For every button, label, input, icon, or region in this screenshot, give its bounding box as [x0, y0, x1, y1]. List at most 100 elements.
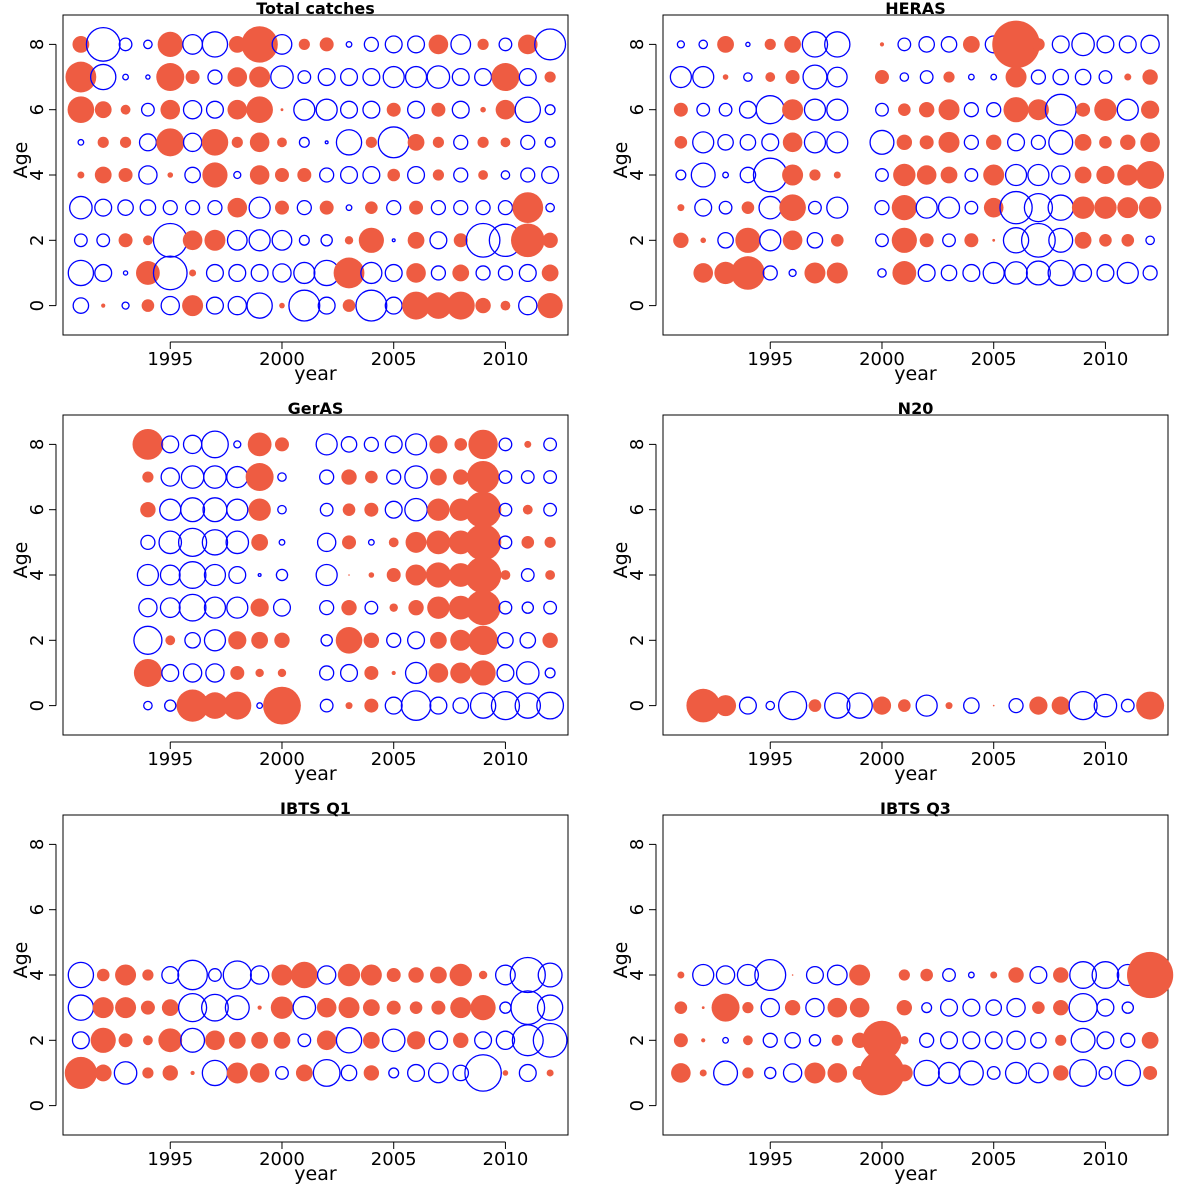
bubble-negative — [521, 601, 535, 614]
bubble-negative — [224, 995, 250, 1021]
bubble-negative — [335, 1027, 363, 1054]
bubble-negative — [919, 1032, 935, 1048]
bubble-negative — [1004, 261, 1028, 285]
bubble-positive — [407, 133, 425, 151]
bubble-positive — [986, 134, 1002, 151]
bubbles — [65, 26, 567, 322]
bubble-negative — [293, 261, 316, 285]
bubble-positive — [230, 665, 245, 680]
bubble-negative — [203, 596, 227, 619]
bubble-positive — [251, 533, 269, 551]
bubble-positive — [782, 230, 803, 251]
bubble-positive — [470, 995, 496, 1021]
bubble-negative — [498, 502, 513, 517]
bubble-positive — [201, 692, 229, 719]
bubble-positive — [204, 229, 226, 251]
bubble-negative — [745, 41, 751, 48]
bubble-positive — [432, 136, 444, 148]
panel-title: N20 — [898, 399, 934, 418]
bubble-negative — [803, 131, 827, 154]
bubble-negative — [140, 102, 155, 117]
bubble-negative — [1047, 259, 1074, 287]
bubble-positive — [895, 1064, 913, 1082]
y-tick-label: 4 — [27, 169, 48, 180]
bubble-positive — [249, 66, 271, 88]
bubble-negative — [875, 102, 889, 117]
bubble-negative — [1030, 69, 1047, 85]
bubble-positive — [391, 670, 396, 676]
bubble-positive — [429, 966, 447, 984]
bubble-positive — [388, 537, 399, 548]
bubble-negative — [543, 502, 558, 517]
bubble-negative — [518, 295, 538, 316]
bubble-negative — [429, 231, 448, 250]
bubble-positive — [156, 63, 185, 92]
bubble-negative — [498, 470, 513, 484]
bubble-negative — [788, 268, 797, 278]
bubble-negative — [754, 958, 787, 992]
bubble-negative — [453, 200, 469, 216]
x-tick-label: 1995 — [747, 749, 793, 770]
bubble-negative — [962, 263, 981, 283]
bubble-negative — [317, 296, 336, 315]
bubble-negative — [1114, 1059, 1142, 1087]
bubble-negative — [532, 1022, 568, 1058]
bubble-positive — [119, 136, 132, 148]
bubble-positive — [477, 136, 489, 148]
bubble-positive — [295, 1064, 313, 1082]
bubble-positive — [409, 200, 424, 215]
x-tick-label: 2005 — [371, 1149, 417, 1170]
bubble-negative — [69, 195, 93, 220]
bubble-positive — [919, 135, 934, 150]
bubble-positive — [368, 572, 375, 578]
bubble-negative — [939, 1031, 959, 1050]
bubble-negative — [937, 196, 961, 219]
bubble-negative — [164, 699, 177, 712]
bubble-negative — [1004, 163, 1028, 187]
bubble-negative — [762, 265, 778, 281]
bubble-negative — [382, 65, 405, 89]
bubble-positive — [544, 536, 556, 548]
bubble-negative — [453, 167, 469, 183]
x-tick-label: 2010 — [483, 349, 529, 370]
y-tick-label: 8 — [627, 839, 648, 850]
bubble-positive — [1138, 196, 1162, 219]
bubble-positive — [228, 1031, 246, 1049]
bubble-positive — [872, 696, 892, 715]
x-tick-label: 1995 — [747, 349, 793, 370]
bubble-positive — [133, 658, 162, 687]
y-tick-label: 0 — [627, 700, 648, 711]
bubble-negative — [1048, 129, 1074, 155]
bubble-positive — [849, 964, 871, 986]
x-tick-label: 1995 — [147, 749, 193, 770]
bubble-positive — [898, 699, 911, 712]
bubble-positive — [319, 37, 334, 52]
bubble-negative — [152, 255, 188, 291]
bubble-positive — [120, 104, 131, 115]
bubble-negative — [275, 1066, 289, 1080]
bubble-negative — [692, 963, 715, 987]
y-tick-label: 2 — [27, 635, 48, 646]
bubble-positive — [157, 31, 183, 57]
bubble-negative — [1120, 1032, 1136, 1048]
bubble-negative — [759, 229, 782, 252]
bubble-negative — [985, 999, 1003, 1017]
bubble-negative — [275, 568, 289, 582]
bubble-negative — [962, 1031, 981, 1050]
bubble-negative — [543, 470, 558, 484]
bubble-negative — [182, 99, 203, 120]
bubble-negative — [386, 632, 402, 648]
bubble-positive — [1117, 164, 1139, 186]
bubble-negative — [1071, 32, 1095, 57]
bubble-positive — [141, 299, 155, 312]
bubble-negative — [826, 66, 848, 88]
bubble-negative — [1006, 997, 1026, 1018]
bubble-positive — [833, 171, 841, 179]
bubble-negative — [520, 167, 536, 183]
bubble-positive — [449, 963, 472, 987]
bubble-negative — [722, 1036, 730, 1044]
bubble-negative — [921, 1002, 933, 1014]
bubble-positive — [1094, 196, 1117, 219]
bubble-positive — [92, 997, 114, 1019]
bubble-positive — [453, 469, 469, 485]
